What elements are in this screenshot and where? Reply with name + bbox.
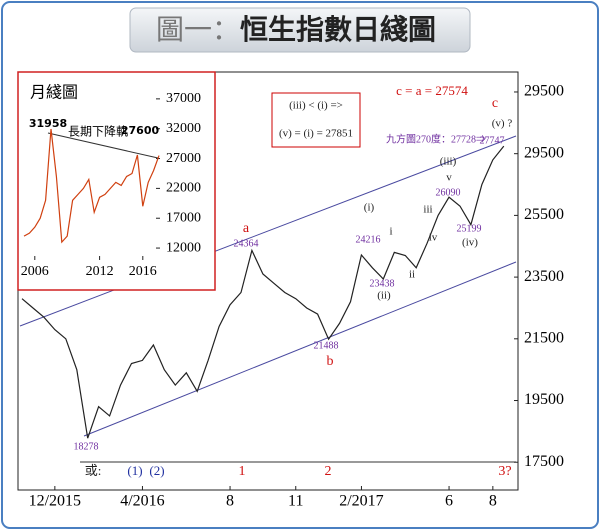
value-label: 24364 (234, 238, 259, 249)
value-label: 23438 (370, 278, 395, 289)
annotation: 或: (85, 463, 102, 478)
y-tick-label: 17500 (524, 453, 564, 470)
annotation: i (389, 226, 392, 238)
y-tick-label: 23500 (524, 268, 564, 285)
x-tick-label: 2012 (86, 264, 114, 279)
value-label: 27600 (121, 124, 160, 137)
value-label: 27747 (480, 135, 505, 146)
x-tick-label: 2006 (21, 264, 49, 279)
annotation: (i) (364, 202, 375, 214)
x-tick-label: 6 (445, 493, 453, 510)
y-tick-label: 17000 (166, 210, 201, 225)
annotation: (2) (149, 463, 164, 478)
value-label: 31958 (29, 117, 67, 130)
annotation: (v) = (i) = 27851 (279, 128, 353, 140)
annotation: 長期下降軌 (68, 124, 128, 139)
annotation: 2 (325, 464, 332, 479)
x-tick-label: 4/2016 (120, 493, 164, 510)
y-tick-label: 29500 (524, 83, 564, 100)
annotation: iv (429, 232, 438, 244)
x-tick-label: 8 (226, 493, 234, 510)
value-label: 26090 (436, 187, 461, 198)
annotation: b (327, 354, 334, 369)
title: 恒生指數日綫圖 (240, 13, 436, 46)
y-tick-label: 12000 (166, 240, 201, 255)
annotation: iii (423, 204, 432, 216)
y-tick-label: 32000 (166, 121, 201, 136)
note-box (271, 92, 361, 148)
annotation: 3? (498, 464, 511, 479)
annotation: 1 (239, 464, 246, 479)
y-tick-label: 19500 (524, 391, 564, 408)
annotation: (iii) (440, 156, 457, 168)
value-label: 21488 (314, 340, 339, 351)
x-tick-label: 12/2015 (29, 493, 81, 510)
annotation: (iii) < (i) => (289, 100, 343, 112)
lower-channel (83, 261, 517, 437)
annotation: ii (409, 269, 415, 281)
annotation: c = a = 27574 (396, 83, 468, 98)
price-line (21, 145, 505, 439)
title-label: 圖一： (156, 13, 240, 46)
inset-title: 月綫圖 (30, 83, 78, 102)
y-tick-label: 37000 (166, 91, 201, 106)
price-line (23, 128, 160, 244)
upper-channel (19, 135, 517, 327)
annotation: v (446, 172, 452, 184)
title-banner (129, 7, 471, 53)
value-label: 25199 (457, 223, 482, 234)
y-tick-label: 21500 (524, 329, 564, 346)
trend-line (47, 132, 159, 159)
annotation: (ii) (377, 290, 391, 302)
annotation: (1) (127, 463, 142, 478)
x-tick-label: 8 (489, 493, 497, 510)
y-tick-label: 25500 (524, 206, 564, 223)
inset-frame (17, 71, 216, 291)
annotation: c (492, 96, 498, 111)
y-tick-label: 29500 (524, 144, 564, 161)
x-tick-label: 11 (288, 493, 303, 510)
x-tick-label: 2/2017 (339, 493, 383, 510)
y-tick-label: 22000 (166, 181, 201, 196)
y-tick-label: 27000 (166, 151, 201, 166)
annotation: a (243, 221, 250, 236)
annotation: (iv) (462, 237, 478, 249)
value-label: 18278 (74, 441, 99, 452)
annotation: (v) ? (492, 118, 513, 130)
annotation: 九方圖270度：27728⇒ (386, 132, 486, 145)
x-tick-label: 2016 (129, 264, 157, 279)
value-label: 24216 (356, 234, 381, 245)
